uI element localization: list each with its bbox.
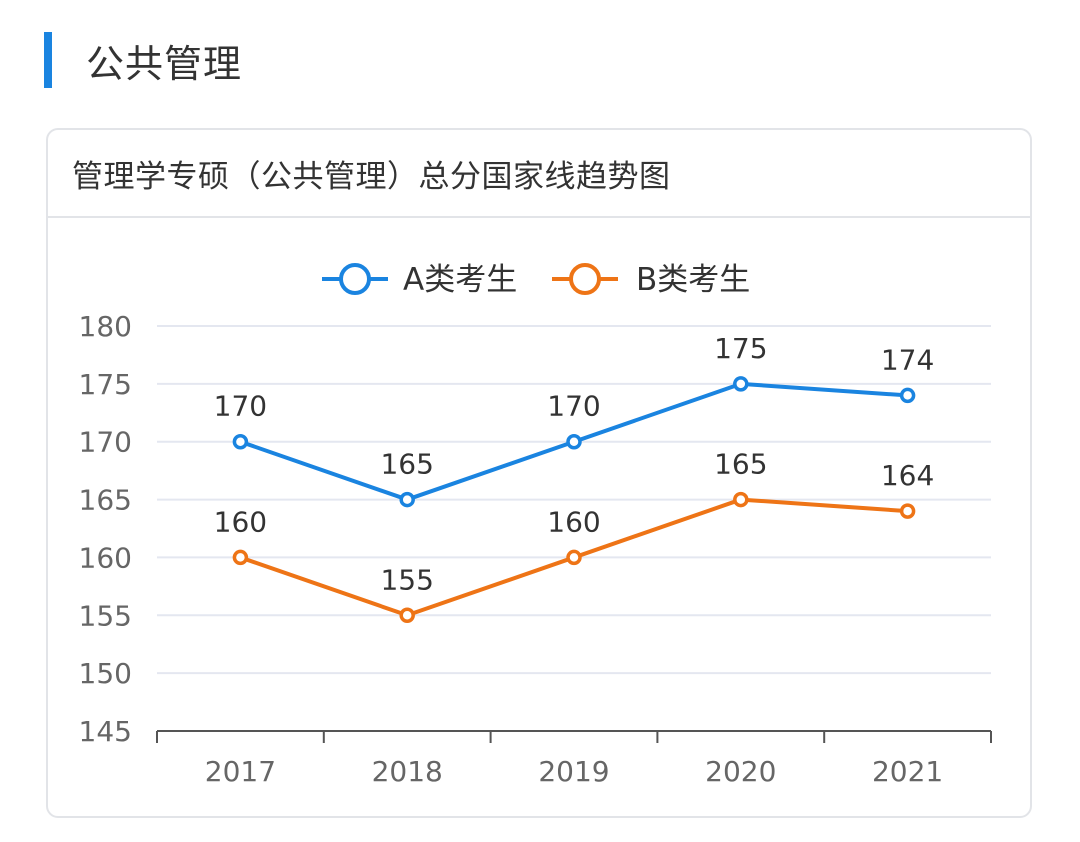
data-label: 170: [214, 390, 267, 423]
x-tick-label: 2017: [205, 755, 276, 788]
data-point: [733, 376, 749, 392]
legend-label: A类考生: [403, 262, 517, 298]
section-title: 公共管理: [86, 41, 243, 86]
data-point: [232, 549, 249, 566]
data-label: 160: [547, 505, 600, 538]
y-tick-label: 160: [79, 541, 132, 574]
x-tick-label: 2019: [538, 755, 609, 788]
data-label: 155: [380, 563, 433, 596]
data-point: [899, 503, 916, 519]
y-tick-label: 175: [79, 368, 132, 401]
data-point: [232, 433, 249, 450]
section-header: 公共管理: [44, 30, 242, 90]
data-point: [899, 387, 916, 404]
chart-card-header: 管理学专硕（公共管理）总分国家线趋势图: [48, 130, 1030, 218]
legend-marker: [339, 263, 371, 295]
x-tick-label: 2021: [872, 755, 943, 788]
y-tick-label: 170: [79, 426, 132, 459]
chart-title: 管理学专硕（公共管理）总分国家线趋势图: [72, 158, 671, 195]
legend-marker: [569, 263, 601, 295]
data-point: [399, 491, 415, 508]
data-point: [566, 433, 582, 450]
y-tick-label: 155: [79, 599, 132, 632]
section-accent-bar: [44, 32, 52, 88]
data-label: 164: [881, 459, 934, 492]
x-tick-label: 2020: [705, 755, 776, 788]
data-label: 174: [881, 343, 934, 376]
y-tick-label: 145: [79, 715, 132, 748]
data-label: 165: [714, 448, 767, 481]
data-point: [733, 491, 749, 508]
data-point: [566, 549, 582, 566]
data-label: 165: [380, 448, 433, 481]
y-tick-label: 165: [79, 484, 132, 517]
data-point: [399, 607, 415, 624]
y-tick-label: 150: [79, 657, 132, 690]
data-label: 160: [214, 505, 267, 538]
chart-card: 管理学专硕（公共管理）总分国家线趋势图: [46, 128, 1032, 818]
data-label: 175: [714, 332, 767, 365]
x-tick-label: 2018: [372, 755, 443, 788]
legend-label: B类考生: [636, 262, 750, 298]
data-label: 170: [547, 390, 600, 423]
y-tick-label: 180: [79, 310, 132, 343]
